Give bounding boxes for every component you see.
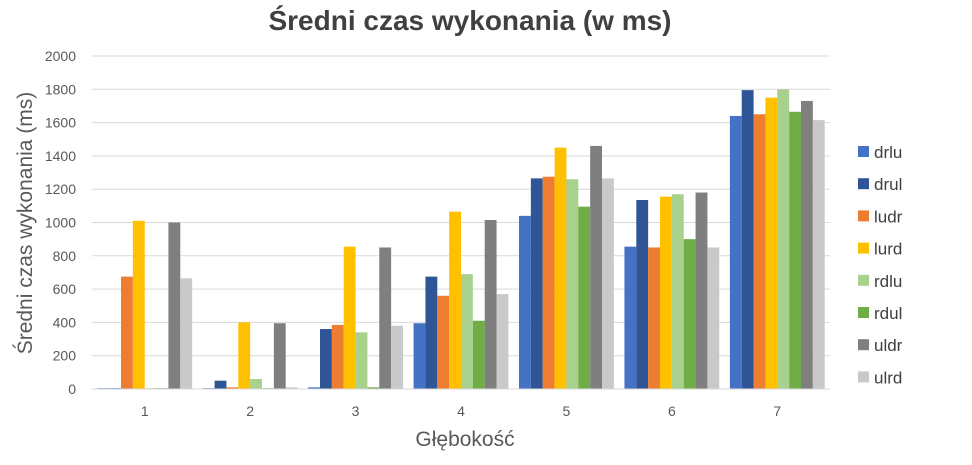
x-axis-title: Głębokość <box>415 428 514 451</box>
bar-lurd-5 <box>554 147 567 389</box>
bar-drul-7 <box>741 90 754 389</box>
legend-label-ulrd: ulrd <box>874 368 902 387</box>
y-tick-label: 2000 <box>45 48 76 64</box>
x-axis-ticks: 1 2 3 4 5 6 7 <box>141 403 782 419</box>
y-tick-label: 400 <box>53 314 77 330</box>
y-tick-label: 1600 <box>45 115 76 131</box>
bar-ludr-4 <box>437 295 450 389</box>
bar-ulrd-4 <box>496 294 509 389</box>
bar-drlu-6 <box>624 246 637 389</box>
bar-rdlu-7 <box>777 89 790 390</box>
x-tick-label: 4 <box>457 403 465 419</box>
bar-ludr-2 <box>226 387 239 389</box>
bar-ludr-3 <box>331 324 344 389</box>
bar-lurd-6 <box>660 196 672 389</box>
y-axis-ticks: 0 200 400 600 800 1000 1200 1400 1600 1800 2000 <box>45 48 76 397</box>
legend-label-lurd: lurd <box>874 240 902 259</box>
y-tick-label: 1400 <box>45 148 76 164</box>
bar-uldr-3 <box>379 247 392 389</box>
legend-swatch-ulrd <box>858 371 869 383</box>
bars <box>97 89 825 390</box>
bar-ulrd-6 <box>707 247 720 389</box>
bar-rdlu-5 <box>566 179 579 389</box>
y-tick-label: 200 <box>53 348 77 364</box>
x-tick-label: 3 <box>352 403 360 419</box>
bar-drlu-3 <box>308 387 321 389</box>
bar-rdul-6 <box>683 239 696 389</box>
legend-swatch-lurd <box>858 242 869 254</box>
bar-rdlu-6 <box>671 194 684 389</box>
bar-uldr-2 <box>273 323 286 389</box>
bar-uldr-5 <box>590 145 602 389</box>
bar-ulrd-7 <box>812 120 825 389</box>
bar-ludr-5 <box>542 176 555 389</box>
bar-rdlu-4 <box>461 274 473 389</box>
bar-lurd-3 <box>343 246 356 389</box>
bar-rdul-4 <box>472 320 485 389</box>
legend-swatch-rdul <box>858 307 869 318</box>
bar-lurd-2 <box>238 322 251 389</box>
bar-ludr-7 <box>753 114 766 390</box>
bar-ludr-6 <box>648 247 661 389</box>
legend-label-ludr: ludr <box>874 207 903 226</box>
legend-swatch-rdlu <box>858 274 869 286</box>
legend-label-drlu: drlu <box>874 143 902 162</box>
y-tick-label: 1200 <box>45 181 76 197</box>
y-tick-label: 800 <box>53 248 77 264</box>
bar-uldr-4 <box>484 220 497 389</box>
legend-label-rdlu: rdlu <box>874 272 902 291</box>
bar-rdlu-3 <box>355 332 368 389</box>
bar-ulrd-1 <box>180 278 193 389</box>
y-tick-label: 0 <box>68 381 76 397</box>
bar-rdlu-2 <box>250 379 262 389</box>
legend-swatch-uldr <box>858 339 869 351</box>
bar-drul-2 <box>214 380 227 389</box>
y-axis-title: Średni czas wykonania (ms) <box>13 92 37 355</box>
bar-rdul-3 <box>367 387 380 389</box>
bar-lurd-4 <box>449 211 461 389</box>
bar-ulrd-3 <box>391 325 403 389</box>
bar-uldr-7 <box>800 100 813 389</box>
bar-lurd-1 <box>132 220 145 389</box>
bar-drlu-5 <box>519 215 531 389</box>
bar-rdul-5 <box>578 206 591 389</box>
bar-drlu-7 <box>729 115 742 389</box>
bar-uldr-6 <box>695 192 708 389</box>
bar-drul-5 <box>530 178 543 389</box>
legend: drlu drul ludr lurd rdlu rdul uldr ulrd <box>858 143 903 387</box>
y-tick-label: 1800 <box>45 81 76 97</box>
y-tick-label: 1000 <box>45 215 76 231</box>
legend-swatch-drul <box>858 178 869 190</box>
bar-rdul-7 <box>789 111 801 389</box>
x-tick-label: 1 <box>141 403 149 419</box>
chart-title: Średni czas wykonania (w ms) <box>268 5 671 36</box>
bar-drul-6 <box>636 200 649 389</box>
y-tick-label: 600 <box>53 281 77 297</box>
legend-label-drul: drul <box>874 175 902 194</box>
bar-drul-4 <box>425 276 438 389</box>
legend-label-uldr: uldr <box>874 336 903 355</box>
x-tick-label: 7 <box>773 403 781 419</box>
bar-ludr-1 <box>121 276 133 389</box>
bar-drul-3 <box>320 329 332 389</box>
bar-ulrd-5 <box>601 178 614 389</box>
x-tick-label: 2 <box>246 403 254 419</box>
legend-swatch-drlu <box>858 146 869 157</box>
legend-swatch-ludr <box>858 210 869 222</box>
bar-lurd-7 <box>765 97 778 389</box>
bar-drlu-4 <box>413 323 426 389</box>
bar-ulrd-2 <box>285 387 298 389</box>
x-tick-label: 6 <box>668 403 676 419</box>
x-tick-label: 5 <box>563 403 571 419</box>
legend-label-rdul: rdul <box>874 304 902 323</box>
bar-uldr-1 <box>168 222 181 389</box>
